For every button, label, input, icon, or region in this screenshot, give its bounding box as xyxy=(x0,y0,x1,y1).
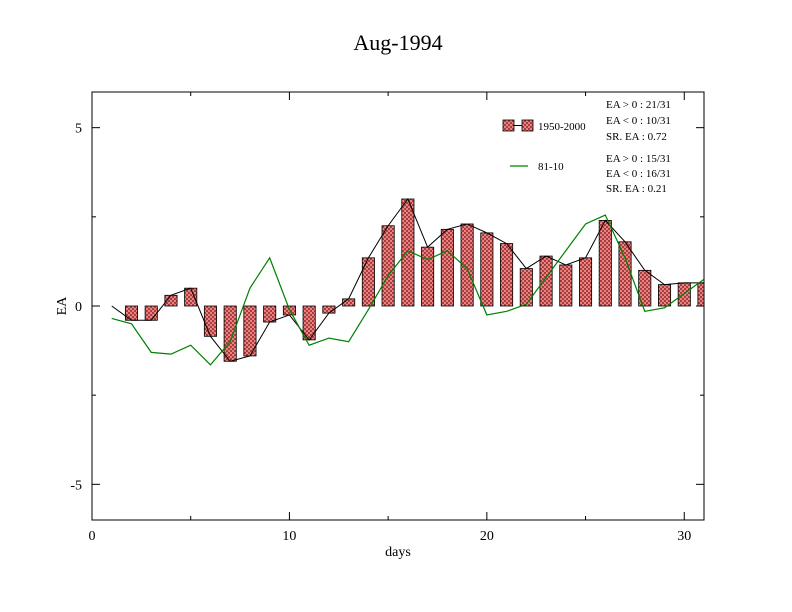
x-tick-label-10: 10 xyxy=(282,529,296,544)
line-1950-2000 xyxy=(111,197,704,362)
bar-1950-2000-day-15 xyxy=(381,225,395,307)
bar-1950-2000-day-22 xyxy=(519,268,533,307)
bar-1950-2000-day-24 xyxy=(559,264,573,307)
bar-1950-2000-day-7 xyxy=(223,305,237,362)
y-tick-label--5: -5 xyxy=(70,478,82,493)
bar-1950-2000-day-5 xyxy=(184,287,198,307)
bar-1950-2000-day-29 xyxy=(658,284,672,307)
stat-1950-2000-negative: EA < 0 : 10/31 xyxy=(606,115,671,127)
bar-1950-2000-day-6 xyxy=(203,305,217,337)
bar-1950-2000-day-2 xyxy=(124,305,139,321)
y-axis-label: EA xyxy=(55,296,70,316)
bar-1950-2000-day-27 xyxy=(618,241,632,307)
stat-81-10-positive: EA > 0 : 15/31 xyxy=(606,153,671,165)
bar-1950-2000-day-26 xyxy=(598,219,612,307)
stat-81-10-negative: EA < 0 : 16/31 xyxy=(606,168,671,180)
stats-annotations: EA > 0 : 21/31 EA < 0 : 10/31 SR. EA : 0… xyxy=(606,99,671,195)
legend-label-81-10: 81-10 xyxy=(538,161,564,173)
y-tick-label-0: 0 xyxy=(75,300,82,315)
legend: 1950-2000 81-10 xyxy=(502,119,586,173)
x-tick-label-0: 0 xyxy=(89,529,96,544)
legend-swatch-1950-2000-right xyxy=(521,119,534,132)
bar-1950-2000-day-31 xyxy=(697,282,705,307)
lines-layer xyxy=(111,197,704,366)
stat-1950-2000-positive: EA > 0 : 21/31 xyxy=(606,99,671,111)
stat-81-10-sr: SR. EA : 0.21 xyxy=(606,183,667,195)
bar-1950-2000-day-23 xyxy=(539,255,553,307)
ticks-layer: 0 10 20 30 5 0 -5 xyxy=(70,92,704,544)
bars-layer xyxy=(124,198,705,362)
chart-title: Aug-1994 xyxy=(353,30,442,55)
bar-1950-2000-day-25 xyxy=(579,257,593,307)
bar-1950-2000-day-3 xyxy=(144,305,158,321)
bar-1950-2000-day-9 xyxy=(263,305,277,323)
bar-1950-2000-day-14 xyxy=(361,257,375,307)
x-tick-label-20: 20 xyxy=(480,529,494,544)
legend-label-1950-2000: 1950-2000 xyxy=(538,121,586,133)
x-tick-label-30: 30 xyxy=(677,529,691,544)
bar-1950-2000-day-21 xyxy=(500,243,514,307)
stat-1950-2000-sr: SR. EA : 0.72 xyxy=(606,131,667,143)
line-81-10 xyxy=(111,214,704,366)
bar-1950-2000-day-30 xyxy=(677,282,691,307)
x-axis-label: days xyxy=(385,545,411,560)
bar-1950-2000-day-17 xyxy=(421,246,435,307)
legend-swatch-1950-2000-left xyxy=(502,119,515,132)
bar-1950-2000-day-18 xyxy=(440,228,454,307)
y-tick-label-5: 5 xyxy=(75,122,82,137)
bar-1950-2000-day-20 xyxy=(480,232,494,307)
